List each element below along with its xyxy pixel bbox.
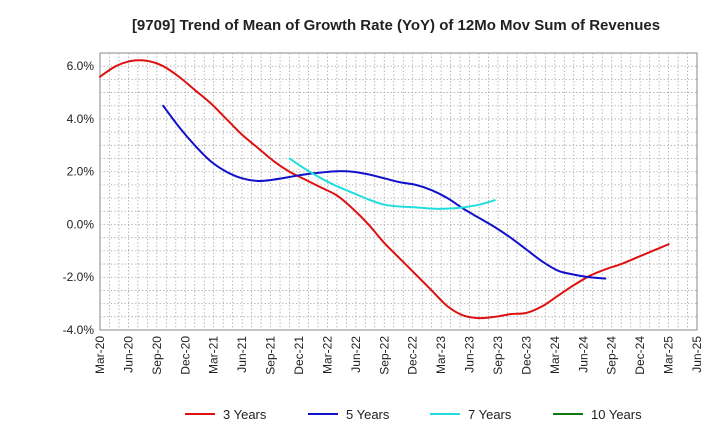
x-tick-label: Jun-24 — [576, 336, 590, 373]
grid — [99, 52, 698, 331]
y-tick-label: 6.0% — [67, 59, 95, 73]
x-tick-label: Sep-22 — [377, 336, 391, 375]
legend-label-10-years: 10 Years — [591, 407, 642, 422]
x-tick-label: Sep-24 — [605, 336, 619, 375]
x-tick-label: Mar-23 — [434, 336, 448, 374]
y-tick-label: 2.0% — [67, 165, 95, 179]
x-tick-label: Jun-20 — [121, 336, 135, 373]
x-tick-label: Dec-21 — [292, 336, 306, 375]
legend-label-7-years: 7 Years — [468, 407, 512, 422]
axes: 6.0% 4.0% 2.0% 0.0% -2.0% -4.0%Mar-20 Jun-20 Se… — [63, 59, 704, 375]
x-tick-label: Sep-21 — [264, 336, 278, 375]
chart-title: [9709] Trend of Mean of Growth Rate (YoY… — [132, 17, 660, 34]
x-tick-label: Jun-25 — [690, 336, 704, 373]
legend-label-3-years: 3 Years — [223, 407, 267, 422]
legend-label-5-years: 5 Years — [346, 407, 390, 422]
x-tick-label: Sep-20 — [150, 336, 164, 375]
x-tick-label: Dec-23 — [519, 336, 533, 375]
x-tick-label: Dec-22 — [406, 336, 420, 375]
x-tick-label: Jun-23 — [463, 336, 477, 373]
x-tick-label: Jun-22 — [349, 336, 363, 373]
legend: 3 Years 5 Years 7 Years 10 Years — [185, 407, 642, 422]
y-tick-label: 0.0% — [67, 217, 95, 231]
x-tick-label: Jun-21 — [235, 336, 249, 373]
series-line-7-years — [288, 157, 496, 210]
x-tick-label: Mar-21 — [207, 336, 221, 374]
x-tick-label: Mar-24 — [548, 336, 562, 374]
series-lines — [99, 59, 670, 320]
x-tick-label: Mar-25 — [662, 336, 676, 374]
y-tick-label: -2.0% — [63, 270, 95, 284]
x-tick-label: Mar-20 — [93, 336, 107, 374]
plot-area — [99, 52, 698, 331]
x-tick-label: Dec-24 — [633, 336, 647, 375]
series-line-5-years — [162, 104, 607, 280]
x-tick-label: Mar-22 — [320, 336, 334, 374]
x-tick-label: Sep-23 — [491, 336, 505, 375]
x-tick-label: Dec-20 — [178, 336, 192, 375]
y-tick-label: 4.0% — [67, 112, 95, 126]
series-line-3-years — [99, 59, 670, 320]
y-tick-label: -4.0% — [63, 323, 95, 337]
